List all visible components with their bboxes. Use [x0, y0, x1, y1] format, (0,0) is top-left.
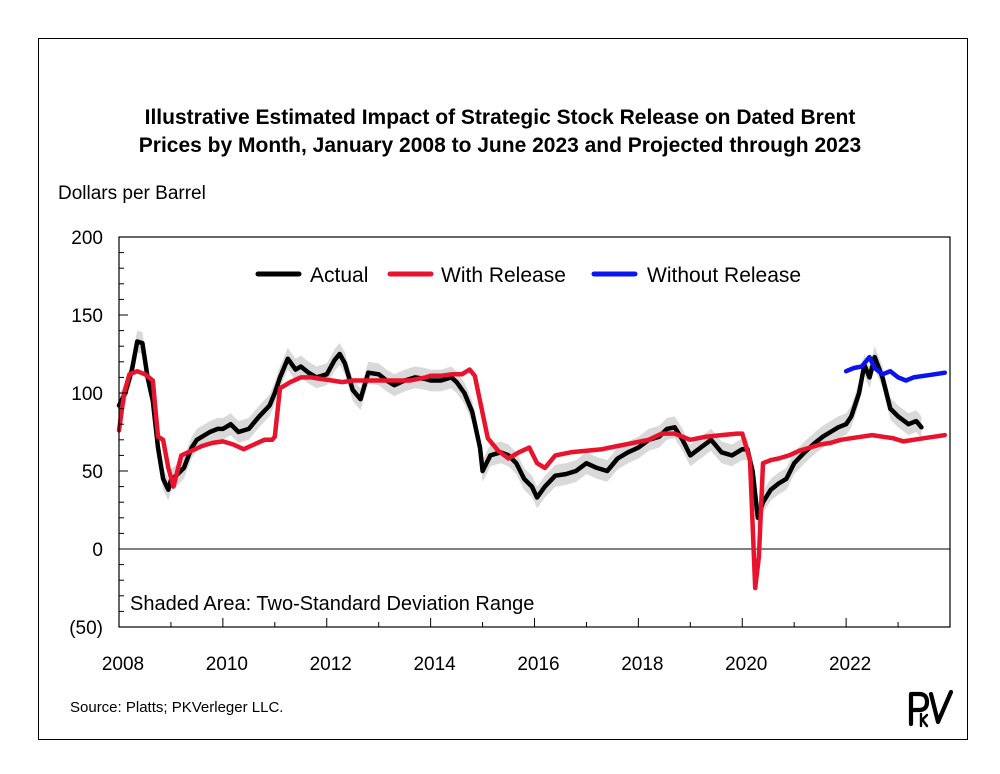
y-tick-label: 0 [92, 540, 103, 561]
x-tick-label: 2016 [517, 654, 559, 675]
legend-label-actual: Actual [310, 264, 368, 287]
x-tick-label: 2012 [310, 654, 352, 675]
x-tick-label: 2020 [725, 654, 767, 675]
y-tick-label: (50) [69, 618, 103, 639]
pkverleger-logo [908, 689, 954, 728]
legend-label-without-release: Without Release [647, 264, 801, 287]
chart-frame [38, 38, 968, 740]
x-tick-label: 2018 [621, 654, 663, 675]
series-line-without-release [843, 354, 948, 383]
axis-ticks-layer: 200 150 100 50 0 (50) 2008 2010 2012 2014 2016 2018… [69, 228, 951, 675]
y-tick-label: 50 [82, 462, 103, 483]
title-line-2: Prices by Month, January 2008 to June 20… [138, 134, 862, 157]
x-tick-label: 2022 [829, 654, 871, 675]
x-tick-label: 2008 [102, 654, 144, 675]
shaded-area-note: Shaded Area: Two-Standard Deviation Rang… [130, 593, 534, 615]
legend-label-with-release: With Release [441, 264, 566, 287]
x-tick-label: 2014 [413, 654, 456, 675]
chart-title: Illustrative Estimated Impact of Strateg… [0, 104, 1000, 160]
series-layer [116, 339, 948, 591]
title-line-1: Illustrative Estimated Impact of Strateg… [144, 106, 856, 129]
y-tick-label: 100 [71, 384, 103, 405]
y-tick-label: 200 [71, 228, 103, 249]
x-tick-label: 2010 [206, 654, 248, 675]
series-line-actual [116, 339, 924, 521]
y-tick-label: 150 [71, 306, 103, 327]
y-axis-label: Dollars per Barrel [58, 183, 206, 204]
legend: Actual With Release Without Release [255, 264, 801, 287]
series-line-with-release [116, 367, 948, 591]
source-note: Source: Platts; PKVerleger LLC. [70, 699, 284, 716]
